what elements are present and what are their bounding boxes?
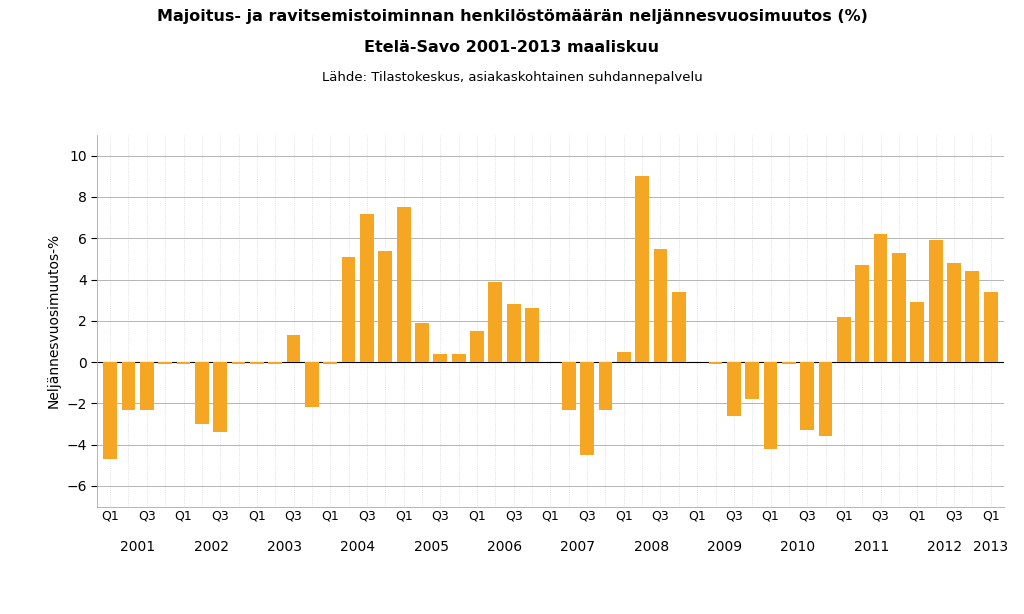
Bar [782,362,796,364]
Text: Etelä-Savo 2001-2013 maaliskuu: Etelä-Savo 2001-2013 maaliskuu [365,40,659,55]
Text: 2006: 2006 [487,540,522,554]
Bar [159,362,172,364]
Bar [819,362,833,437]
Bar [507,305,520,362]
Bar [801,362,814,430]
Bar [268,362,282,364]
Text: 2004: 2004 [340,540,375,554]
Bar [470,331,484,362]
Text: 2013: 2013 [973,540,1009,554]
Bar [287,335,300,362]
Text: 2010: 2010 [780,540,816,554]
Text: 2008: 2008 [634,540,669,554]
Bar [324,362,337,364]
Bar [103,362,117,459]
Bar [929,240,942,362]
Text: 2011: 2011 [854,540,889,554]
Bar [727,362,740,416]
Text: 2005: 2005 [414,540,449,554]
Bar [140,362,154,410]
Bar [653,249,668,362]
Bar [213,362,227,432]
Bar [581,362,594,455]
Text: Lähde: Tilastokeskus, asiakaskohtainen suhdannepalvelu: Lähde: Tilastokeskus, asiakaskohtainen s… [322,71,702,84]
Bar [745,362,759,399]
Bar [947,263,961,362]
Bar [433,354,447,362]
Bar [892,253,906,362]
Bar [837,317,851,362]
Bar [855,265,869,362]
Y-axis label: Neljännesvuosimuutos-%: Neljännesvuosimuutos-% [47,233,60,408]
Bar [873,234,888,362]
Bar [966,271,979,362]
Text: 2003: 2003 [267,540,302,554]
Bar [122,362,135,410]
Bar [452,354,466,362]
Bar [672,292,686,362]
Bar [415,323,429,362]
Bar [360,214,374,362]
Bar [342,257,355,362]
Bar [910,302,925,362]
Bar [599,362,612,410]
Text: Majoitus- ja ravitsemistoiminnan henkilöstömäärän neljännesvuosimuutos (%): Majoitus- ja ravitsemistoiminnan henkilö… [157,9,867,24]
Bar [616,352,631,362]
Bar [195,362,209,424]
Bar [231,362,246,364]
Bar [709,362,722,364]
Bar [250,362,264,364]
Bar [396,208,411,362]
Bar [764,362,777,449]
Bar [635,176,649,362]
Text: 2007: 2007 [560,540,595,554]
Bar [984,292,997,362]
Text: 2002: 2002 [194,540,228,554]
Bar [525,308,539,362]
Bar [379,251,392,362]
Bar [305,362,318,408]
Bar [176,362,190,364]
Text: 2009: 2009 [708,540,742,554]
Bar [488,282,502,362]
Text: 2001: 2001 [120,540,156,554]
Text: 2012: 2012 [928,540,963,554]
Bar [562,362,575,410]
